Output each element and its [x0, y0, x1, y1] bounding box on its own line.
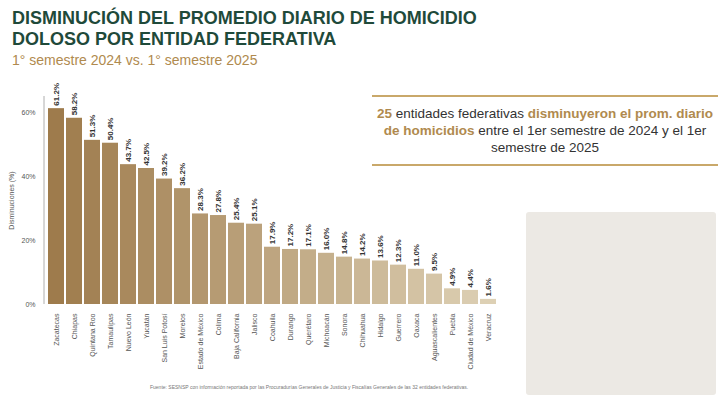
svg-text:25.1%: 25.1% [250, 198, 259, 221]
svg-text:Veracruz: Veracruz [485, 313, 492, 341]
html-text:Fuente: SESNSP con información: Fuente: SESNSP con información reportada… [150, 384, 469, 390]
svg-text:Estado de México: Estado de México [197, 313, 204, 369]
svg-text:12.3%: 12.3% [394, 239, 403, 262]
svg-text:17.9%: 17.9% [268, 222, 277, 245]
svg-text:60%: 60% [21, 109, 35, 116]
svg-text:20%: 20% [21, 237, 35, 244]
svg-text:Coahuila: Coahuila [269, 313, 276, 341]
svg-text:Sonora: Sonora [341, 313, 348, 336]
svg-text:51.3%: 51.3% [88, 115, 97, 138]
svg-text:1.6%: 1.6% [484, 278, 493, 296]
svg-text:Colima: Colima [215, 313, 222, 335]
svg-text:Jalisco: Jalisco [251, 313, 258, 335]
svg-text:17.2%: 17.2% [286, 224, 295, 247]
html-text:DISMINUCIÓN DEL PROMEDIO DIARI: DISMINUCIÓN DEL PROMEDIO DIARIO DE HOMIC… [12, 8, 477, 49]
svg-text:13.6%: 13.6% [376, 235, 385, 258]
svg-text:36.2%: 36.2% [178, 163, 187, 186]
svg-text:Oaxaca: Oaxaca [413, 313, 420, 337]
svg-text:9.5%: 9.5% [430, 253, 439, 271]
svg-text:Querétaro: Querétaro [305, 313, 313, 345]
svg-text:Hidalgo: Hidalgo [377, 313, 385, 337]
svg-text:14.2%: 14.2% [358, 233, 367, 256]
html-text:25 entidades federativas dismi: 25 entidades federativas disminuyeron el… [376, 106, 714, 155]
svg-text:Aguascalientes: Aguascalientes [431, 313, 439, 361]
svg-text:Morelos: Morelos [179, 313, 186, 338]
svg-text:28.3%: 28.3% [196, 188, 205, 211]
svg-text:42.5%: 42.5% [142, 143, 151, 166]
svg-text:Tamaulipas: Tamaulipas [107, 313, 115, 349]
svg-text:27.8%: 27.8% [214, 190, 223, 213]
svg-text:58.2%: 58.2% [70, 93, 79, 116]
svg-text:San Luis Potosí: San Luis Potosí [161, 313, 168, 362]
svg-text:50.4%: 50.4% [106, 118, 115, 141]
svg-text:11.0%: 11.0% [412, 244, 421, 266]
svg-text:Baja California: Baja California [233, 313, 241, 359]
svg-text:Durango: Durango [287, 313, 295, 340]
svg-text:Yucatán: Yucatán [143, 313, 150, 338]
svg-text:40%: 40% [21, 173, 35, 180]
svg-text:61.2%: 61.2% [52, 83, 61, 106]
svg-text:43.7%: 43.7% [124, 139, 133, 162]
svg-text:Ciudad de México: Ciudad de México [467, 313, 474, 369]
svg-text:14.8%: 14.8% [340, 231, 349, 254]
html-text:1° semestre 2024 vs. 1° semest: 1° semestre 2024 vs. 1° semestre 2025 [12, 52, 258, 68]
svg-text:Quintana Roo: Quintana Roo [89, 313, 97, 356]
svg-text:4.4%: 4.4% [466, 269, 475, 287]
svg-text:Puebla: Puebla [449, 313, 456, 335]
svg-text:4.9%: 4.9% [448, 268, 457, 286]
svg-text:Nuevo León: Nuevo León [125, 313, 132, 351]
svg-text:Michoacán: Michoacán [323, 313, 330, 347]
svg-text:17.1%: 17.1% [304, 224, 313, 247]
svg-text:39.2%: 39.2% [160, 153, 169, 176]
svg-text:25.4%: 25.4% [232, 198, 241, 221]
svg-text:16.0%: 16.0% [322, 228, 331, 251]
svg-text:0%: 0% [25, 301, 35, 308]
svg-text:Disminuciones (%): Disminuciones (%) [8, 171, 16, 229]
svg-text:Chihuahua: Chihuahua [359, 313, 366, 347]
svg-text:Chiapas: Chiapas [71, 313, 79, 339]
svg-text:Guerrero: Guerrero [395, 313, 402, 341]
svg-text:Zacatecas: Zacatecas [53, 313, 60, 346]
